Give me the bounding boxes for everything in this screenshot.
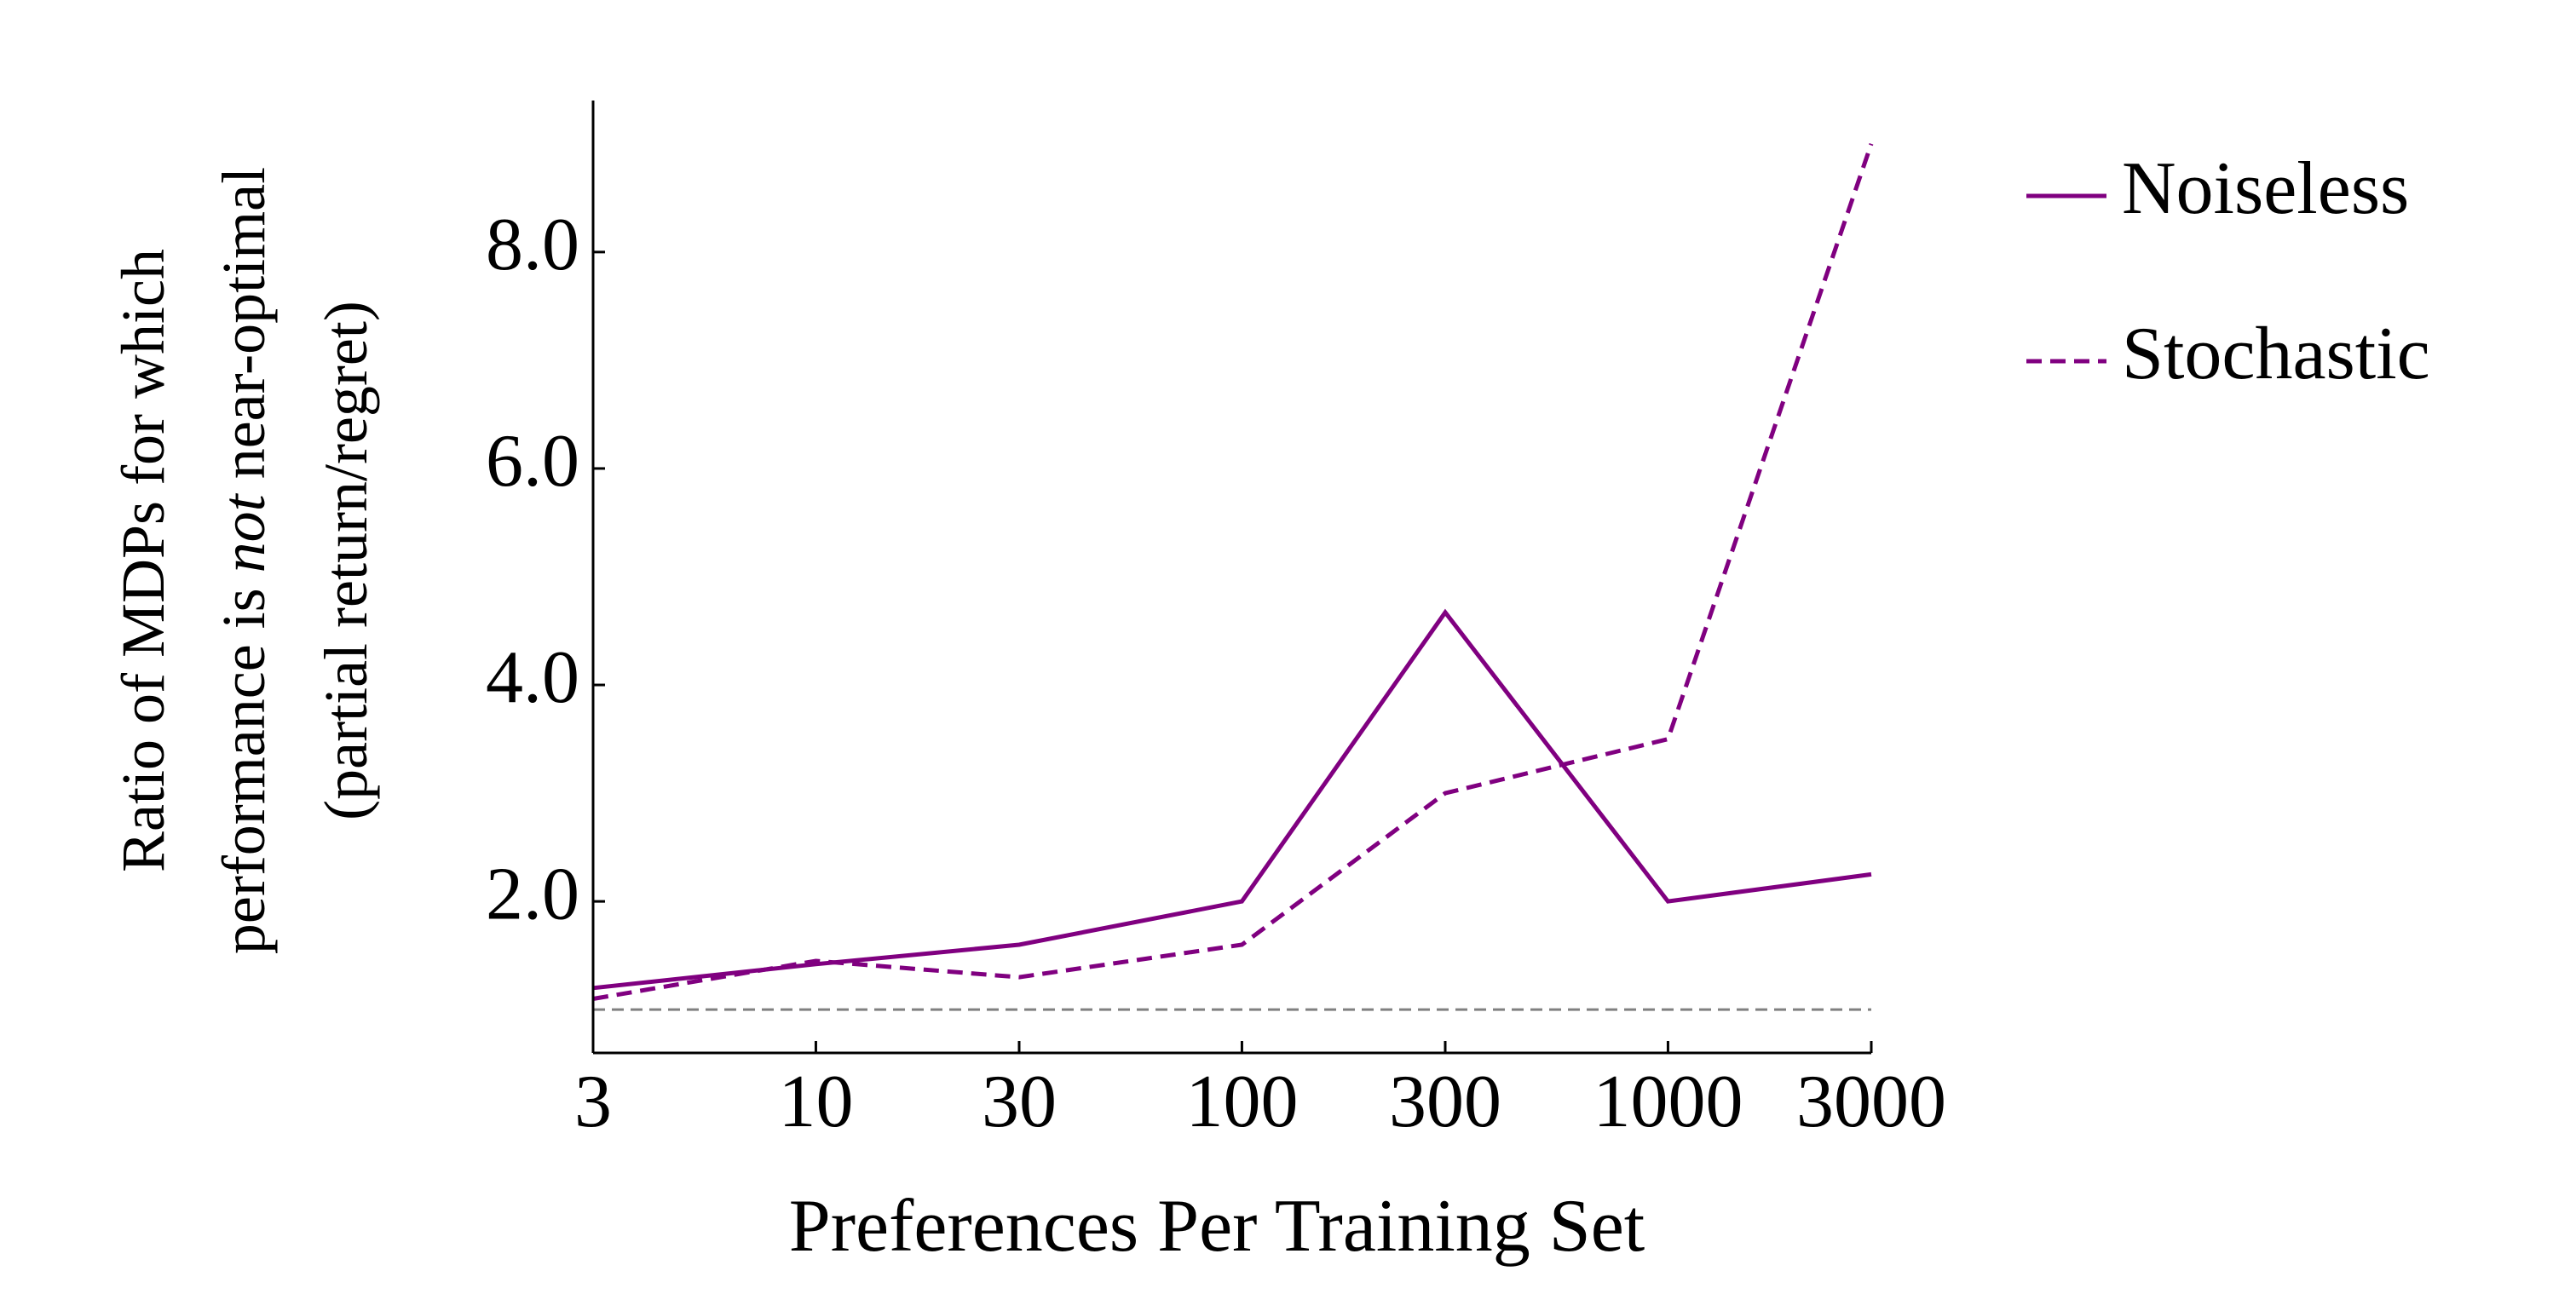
x-tick-label: 30: [982, 1061, 1057, 1143]
legend-label-stochastic: Stochastic: [2122, 313, 2430, 395]
legend-label-noiseless: Noiseless: [2122, 147, 2409, 230]
y-axis-label-line-3: (partial return/regret): [312, 301, 380, 820]
y-axis-label-line-2-end: near-optimal: [210, 167, 278, 494]
y-tick-label: 4.0: [486, 636, 579, 719]
y-axis-label-emphasis: not: [210, 492, 278, 572]
x-tick-label: 3: [574, 1061, 612, 1143]
y-axis-label-line-2: performance is not near-optimal: [210, 167, 278, 954]
x-axis-label: Preferences Per Training Set: [789, 1185, 1645, 1268]
x-tick-label: 10: [778, 1061, 853, 1143]
series-line-noiseless: [592, 608, 1872, 991]
axes: [591, 101, 1871, 1055]
x-tick-label: 3000: [1796, 1061, 1946, 1143]
series-line-stochastic: [592, 142, 1874, 1001]
y-axis-label: Ratio of MDPs for which performance is n…: [109, 167, 380, 954]
y-tick-label: 6.0: [486, 420, 579, 503]
y-axis-label-line-2-start: performance is: [210, 572, 278, 954]
legend: Noiseless Stochastic: [2026, 147, 2430, 395]
ticks: 3 10 30 100 300 1000 3000 2.0 4.0 6.0 8.0: [486, 204, 1946, 1143]
y-tick-label: 8.0: [486, 204, 579, 286]
x-tick-label: 300: [1389, 1061, 1501, 1143]
y-tick-label: 2.0: [486, 853, 579, 935]
x-tick-label: 1000: [1593, 1061, 1743, 1143]
y-axis-label-line-1: Ratio of MDPs for which: [109, 249, 177, 872]
plot-area: [592, 142, 1874, 1011]
x-tick-label: 100: [1185, 1061, 1298, 1143]
